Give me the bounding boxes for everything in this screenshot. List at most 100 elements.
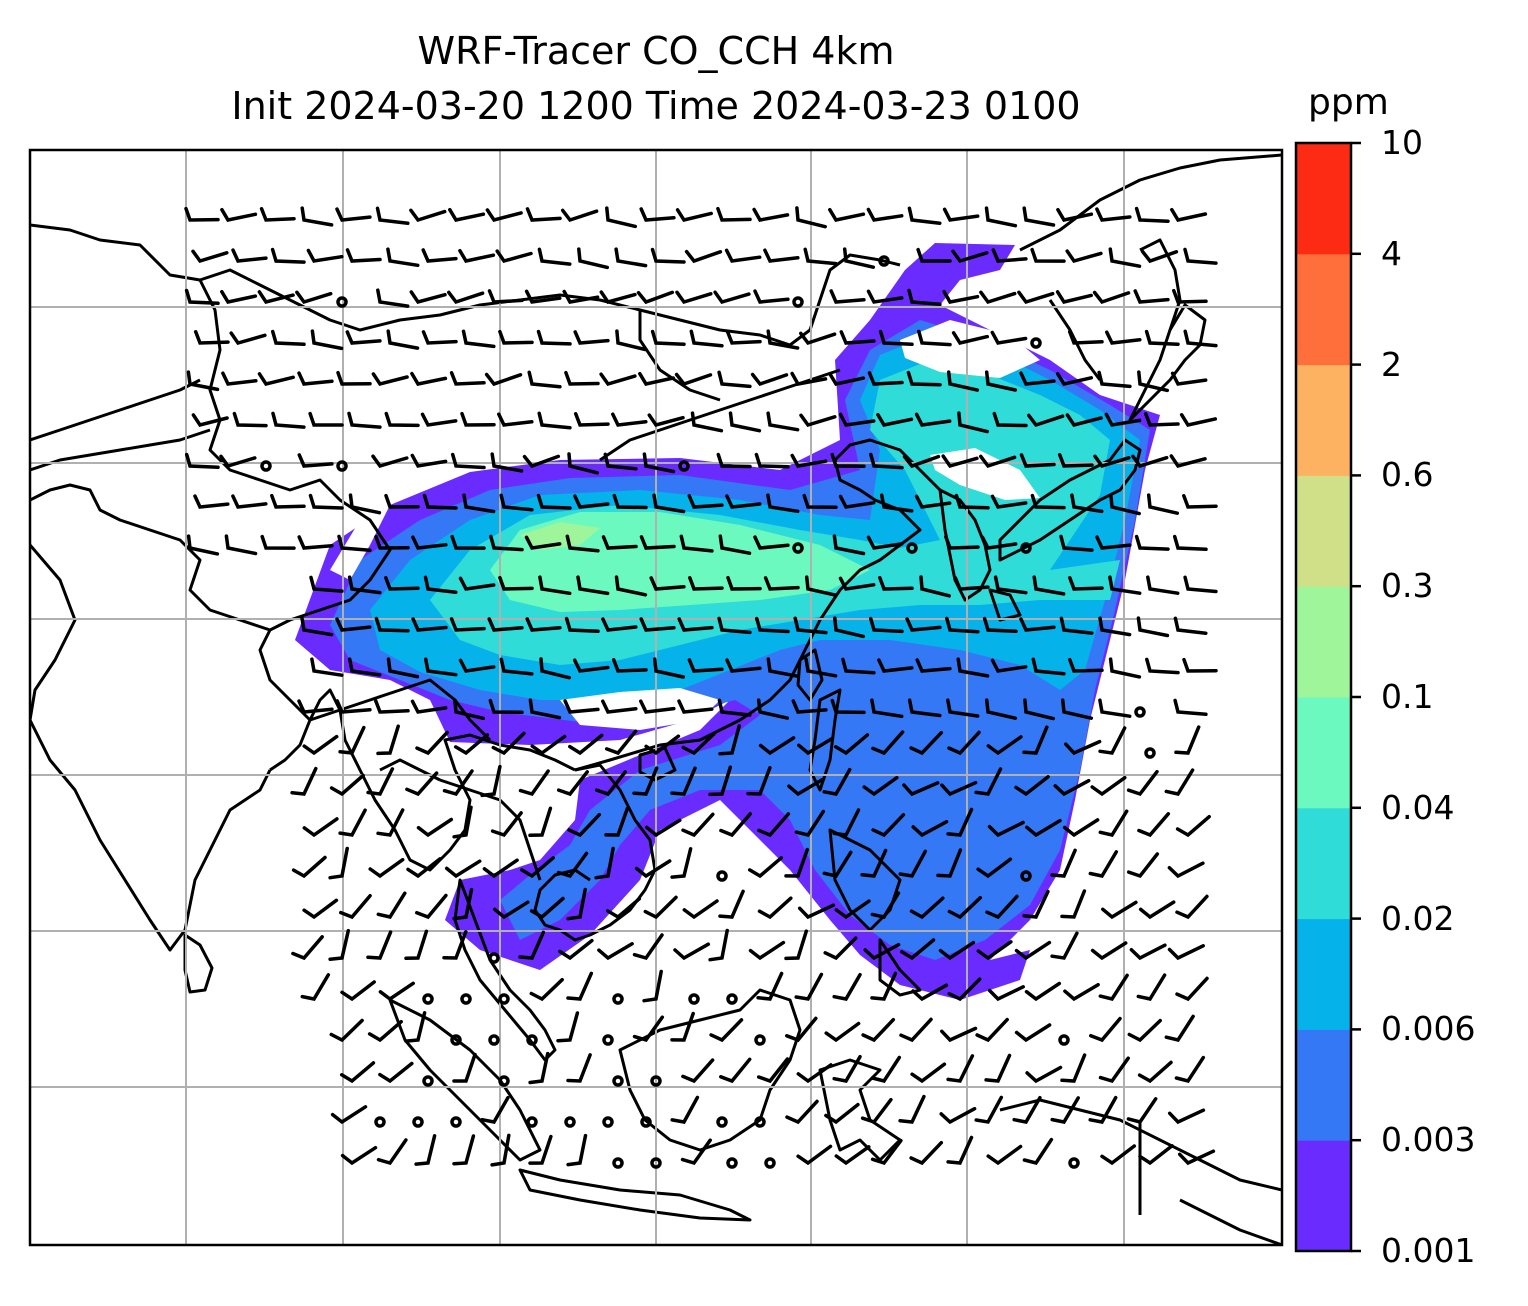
- wind-barb: [796, 1144, 833, 1166]
- wind-barb: [1031, 657, 1066, 676]
- wind-barb: [1060, 889, 1087, 919]
- wind-barb: [376, 288, 410, 308]
- wind-barb: [567, 452, 599, 475]
- wind-barb: [987, 820, 1025, 838]
- wind-barb: [868, 616, 904, 634]
- wind-barb: [863, 942, 901, 961]
- wind-barb: [1126, 1097, 1158, 1125]
- wind-barb: [1172, 534, 1208, 552]
- colorbar-tick-label: 0.001: [1381, 1231, 1476, 1270]
- wind-barb: [717, 616, 752, 635]
- wind-barb: [577, 247, 610, 270]
- wind-barb: [866, 207, 904, 222]
- wind-barb: [302, 734, 339, 756]
- wind-barb: [339, 893, 372, 920]
- wind-barb: [423, 575, 458, 594]
- wind-barb: [297, 371, 334, 386]
- wind-barb: [675, 208, 713, 222]
- wind-barb: [371, 372, 409, 387]
- wind-barb: [406, 857, 442, 879]
- wind-barb: [670, 1095, 700, 1124]
- wind-barb: [1032, 575, 1066, 596]
- colorbar-unit-label: ppm: [1308, 82, 1389, 123]
- wind-barb: [945, 616, 980, 634]
- wind-barb: [866, 289, 904, 304]
- wind-barb: [300, 206, 334, 227]
- wind-barb: [719, 1057, 752, 1084]
- wind-barb: [231, 248, 268, 263]
- wind-barb: [993, 575, 1028, 595]
- wind-barb: [567, 812, 602, 838]
- wind-barb: [976, 857, 1013, 879]
- wind-barb: [1088, 850, 1119, 878]
- wind-barb: [480, 764, 502, 798]
- wind-barb: [639, 617, 676, 632]
- wind-barb: [756, 1057, 790, 1084]
- wind-barb: [224, 534, 258, 556]
- wind-barb: [536, 329, 572, 346]
- calm-wind-marker: [1134, 706, 1146, 718]
- wind-barb: [842, 247, 876, 269]
- calm-wind-marker: [688, 993, 700, 1005]
- calm-wind-marker: [488, 1034, 500, 1046]
- wind-barb: [335, 207, 372, 222]
- wind-barb: [1060, 698, 1094, 720]
- colorbar-tick-label: 2: [1381, 344, 1402, 384]
- calm-wind-marker: [1068, 1157, 1080, 1169]
- wind-barb: [942, 207, 980, 222]
- wind-barb: [219, 454, 257, 469]
- wind-barb: [482, 858, 519, 879]
- wind-barb: [917, 329, 952, 347]
- calm-wind-marker: [726, 993, 738, 1005]
- wind-barb: [530, 734, 567, 756]
- map-frame: [28, 148, 1284, 1247]
- colorbar-segment: [1296, 475, 1351, 587]
- wind-barb: [860, 848, 888, 878]
- wind-barb: [492, 900, 530, 920]
- wind-barb: [1104, 412, 1142, 427]
- wind-barb: [594, 846, 615, 880]
- wind-barb: [527, 370, 562, 389]
- wind-barb: [756, 698, 790, 720]
- map-area: [30, 150, 1282, 1245]
- wind-barb: [1136, 616, 1170, 638]
- wind-barb: [1108, 657, 1142, 679]
- wind-barb: [957, 411, 989, 434]
- calm-wind-marker: [336, 460, 348, 472]
- wind-barb: [1174, 725, 1201, 755]
- wind-barb: [1098, 698, 1132, 718]
- wind-barb: [1167, 1108, 1206, 1125]
- wind-barb: [566, 971, 594, 1001]
- wind-barb: [259, 207, 296, 222]
- wind-barb: [726, 575, 762, 591]
- wind-barb: [870, 698, 904, 719]
- wind-barb: [1019, 453, 1056, 468]
- wind-barb: [756, 971, 784, 1001]
- wind-barb: [614, 247, 648, 268]
- wind-barb: [725, 330, 762, 345]
- wind-barb: [519, 856, 555, 879]
- wind-barb: [878, 575, 914, 591]
- wind-barb: [990, 494, 1028, 509]
- wind-barb: [684, 249, 723, 264]
- wind-barb: [652, 493, 686, 514]
- plume-gap-north: [900, 320, 1040, 378]
- wind-barb: [829, 289, 866, 304]
- wind-barb: [257, 290, 295, 305]
- wind-barb: [822, 767, 852, 796]
- calm-wind-marker: [602, 1116, 614, 1128]
- wind-barb: [713, 290, 751, 305]
- calm-wind-marker: [564, 1116, 576, 1128]
- colorbar-segment: [1296, 1029, 1351, 1141]
- plume-level-01: [520, 522, 600, 550]
- wind-barb: [186, 370, 220, 392]
- wind-barb: [338, 808, 367, 837]
- wind-barb: [650, 329, 686, 346]
- wind-barb: [753, 535, 790, 550]
- wind-barb: [518, 769, 550, 797]
- wind-barb: [877, 658, 914, 673]
- wind-barb: [1068, 657, 1104, 673]
- wind-barb: [838, 576, 876, 591]
- colorbar-segment: [1296, 253, 1351, 366]
- wind-barb: [300, 616, 334, 637]
